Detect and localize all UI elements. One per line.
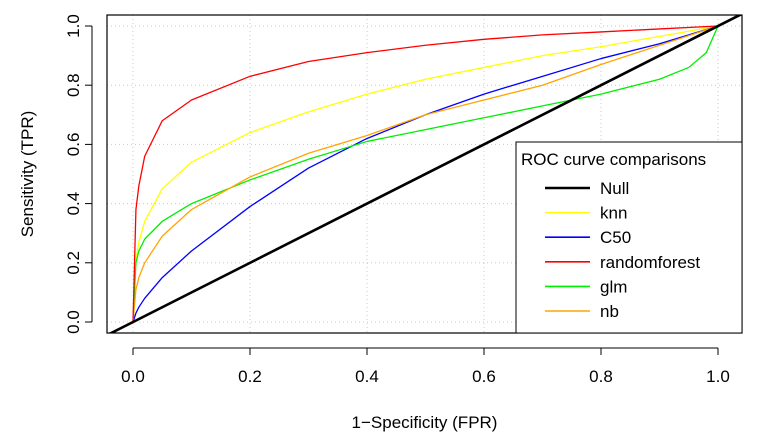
series-line-Null [108, 15, 742, 333]
series-lines [108, 15, 742, 333]
y-tick-label: 0.0 [64, 310, 83, 334]
legend-label: Null [600, 179, 629, 198]
legend: ROC curve comparisons Null knn C50 randomfo… [515, 141, 743, 334]
series-line-randomforest [132, 25, 719, 323]
legend-title: ROC curve comparisons [521, 150, 706, 169]
series-line-nb [132, 25, 719, 323]
x-axis: 0.0 0.2 0.4 0.6 0.8 1.0 [121, 347, 730, 386]
x-tick-label: 0.8 [589, 367, 613, 386]
legend-label: glm [600, 277, 627, 296]
series-line-C50 [132, 25, 719, 323]
x-tick-label: 0.2 [238, 367, 262, 386]
y-tick-label: 1.0 [64, 14, 83, 38]
legend-label: randomforest [600, 253, 700, 272]
y-tick-label: 0.2 [64, 251, 83, 275]
x-tick-label: 0.0 [121, 367, 145, 386]
legend-label: knn [600, 204, 627, 223]
x-tick-label: 0.6 [472, 367, 496, 386]
y-tick-label: 0.8 [64, 73, 83, 97]
y-tick-label: 0.6 [64, 133, 83, 157]
legend-label: nb [600, 302, 619, 321]
y-tick-label: 0.4 [64, 192, 83, 216]
legend-items: Null knn C50 randomforest glm nb [545, 179, 700, 321]
y-axis-title: Sensitivity (TPR) [18, 111, 37, 238]
series-line-knn [132, 25, 719, 323]
x-tick-label: 0.4 [355, 367, 379, 386]
x-axis-title: 1−Specificity (FPR) [352, 413, 498, 432]
series-line-glm [132, 25, 719, 323]
y-axis: 0.0 0.2 0.4 0.6 0.8 1.0 [64, 14, 93, 334]
legend-label: C50 [600, 228, 631, 247]
x-tick-label: 1.0 [706, 367, 730, 386]
